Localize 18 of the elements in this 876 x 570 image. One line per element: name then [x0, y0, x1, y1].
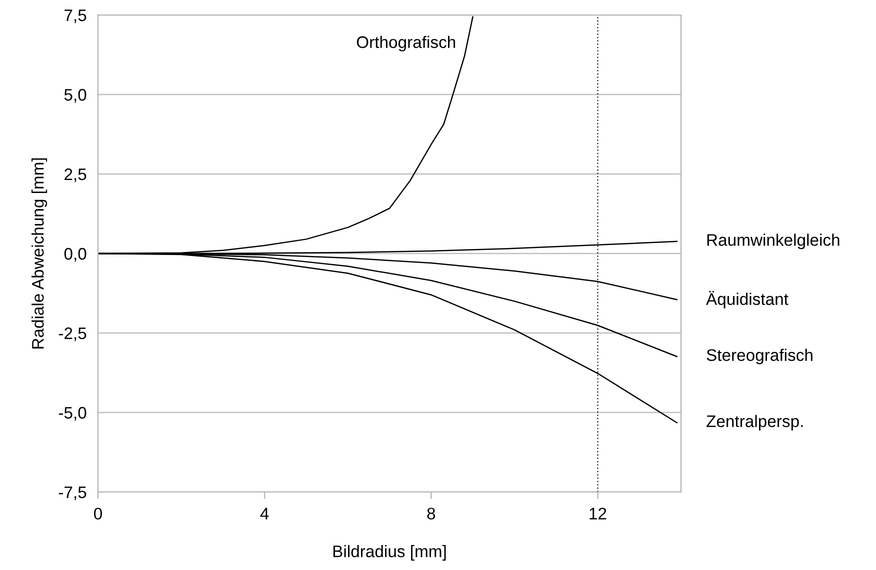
y-tick-label: 2,5 [64, 168, 86, 182]
y-tick-label: -2,5 [58, 327, 86, 342]
y-tick-label: -7,5 [58, 486, 86, 500]
series-label: Zentralpersp. [706, 414, 803, 430]
y-tick-label: 7,5 [64, 10, 86, 24]
series-label: Orthografisch [356, 36, 456, 52]
x-axis-title: Bildradius [mm] [333, 545, 446, 561]
series-label: Stereografisch [706, 348, 812, 364]
y-axis-title: Radiale Abweichung [mm] [32, 158, 48, 348]
x-tick-label: 12 [590, 508, 606, 520]
y-tick-label: 5,0 [64, 88, 86, 103]
y-tick-label: 0,0 [64, 248, 86, 262]
y-tick-label: -5,0 [58, 406, 86, 421]
x-tick-label: 4 [260, 508, 269, 520]
series-label: Raumwinkelgleich [707, 234, 840, 250]
series-label: Äquidistant [706, 290, 788, 308]
x-tick-label: 8 [427, 508, 436, 520]
x-tick-label: 0 [94, 508, 102, 520]
